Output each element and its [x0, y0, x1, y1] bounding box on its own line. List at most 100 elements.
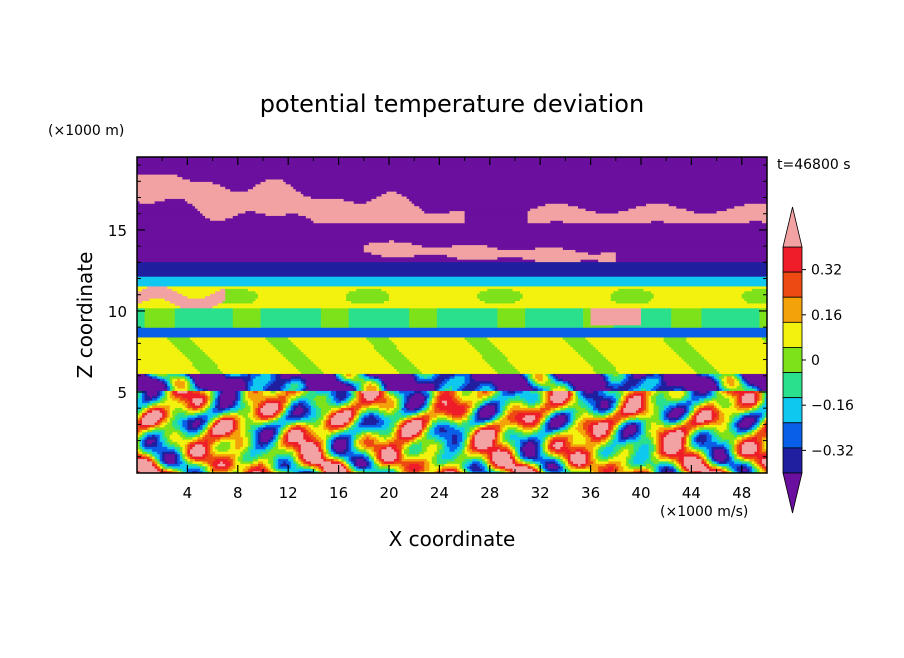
- contour-cell: [759, 400, 763, 404]
- contour-cell: [356, 409, 360, 413]
- contour-cell: [341, 431, 357, 435]
- contour-cell: [618, 402, 622, 406]
- contour-cell: [681, 387, 687, 391]
- contour-cell: [305, 426, 312, 430]
- contour-cell: [144, 434, 148, 438]
- contour-cell: [310, 468, 314, 472]
- contour-cell: [285, 412, 289, 416]
- contour-cell: [212, 417, 216, 421]
- contour-cell: [625, 460, 629, 464]
- contour-cell: [741, 383, 745, 387]
- contour-cell: [711, 453, 715, 457]
- contour-cell: [535, 453, 539, 457]
- contour-cell: [683, 417, 687, 421]
- contour-cell: [555, 383, 566, 387]
- contour-cell: [220, 392, 236, 396]
- contour-cell: [411, 434, 418, 438]
- contour-cell: [137, 395, 141, 399]
- contour-cell: [439, 407, 466, 411]
- contour-cell: [656, 448, 660, 452]
- contour-cell: [633, 458, 647, 462]
- contour-cell: [600, 402, 609, 406]
- contour-cell: [731, 470, 735, 473]
- contour-cell: [361, 417, 365, 421]
- contour-cell: [482, 404, 486, 408]
- contour-cell: [547, 414, 551, 418]
- contour-cell: [565, 339, 589, 343]
- contour-cell: [439, 373, 456, 377]
- contour-cell: [615, 429, 619, 433]
- contour-cell: [565, 407, 577, 411]
- contour-cell: [353, 419, 357, 423]
- contour-cell: [217, 463, 226, 467]
- contour-cell: [250, 451, 262, 455]
- contour-cell: [570, 383, 574, 387]
- contour-cell: [756, 468, 761, 472]
- contour-cell: [230, 460, 234, 464]
- contour-cell: [567, 426, 572, 430]
- contour-cell: [356, 443, 362, 447]
- contour-cell: [142, 453, 148, 457]
- contour-cell: [137, 463, 153, 467]
- contour-cell: [225, 431, 231, 435]
- contour-cell: [137, 380, 163, 384]
- contour-cell: [270, 470, 274, 473]
- contour-cell: [361, 436, 367, 440]
- contour-cell: [628, 387, 635, 391]
- contour-cell: [613, 363, 690, 367]
- contour-cell: [678, 463, 682, 467]
- contour-cell: [545, 417, 549, 421]
- contour-cell: [547, 392, 551, 396]
- contour-cell: [515, 455, 519, 460]
- contour-cell: [353, 412, 357, 416]
- contour-cell: [295, 421, 307, 425]
- contour-cell: [608, 455, 614, 460]
- contour-cell: [567, 341, 592, 345]
- contour-cell: [396, 426, 400, 430]
- contour-cell: [184, 426, 188, 430]
- contour-cell: [537, 424, 541, 428]
- contour-cell: [406, 470, 420, 473]
- contour-cell: [572, 397, 577, 401]
- contour-cell: [701, 448, 705, 452]
- contour-cell: [477, 417, 491, 421]
- contour-cell: [232, 307, 262, 311]
- contour-cell: [522, 431, 534, 435]
- contour-cell: [237, 392, 241, 396]
- contour-cell: [394, 434, 398, 438]
- contour-cell: [137, 441, 141, 445]
- contour-cell: [313, 424, 320, 428]
- contour-cell: [515, 453, 519, 457]
- contour-cell: [628, 375, 635, 379]
- contour-cell: [157, 455, 161, 460]
- contour-cell: [734, 402, 738, 406]
- contour-cell: [444, 443, 448, 447]
- contour-cell: [502, 404, 506, 408]
- contour-cell: [681, 460, 685, 464]
- contour-cell: [177, 451, 181, 455]
- contour-cell: [610, 409, 614, 413]
- contour-cell: [756, 429, 761, 433]
- contour-cell: [512, 443, 516, 447]
- contour-cell: [333, 429, 340, 433]
- contour-cell: [504, 424, 519, 428]
- contour-cell: [270, 421, 287, 425]
- contour-cell: [399, 465, 405, 469]
- contour-cell: [137, 332, 767, 336]
- contour-cell: [310, 470, 314, 473]
- contour-cell: [320, 453, 325, 457]
- contour-cell: [706, 455, 710, 460]
- contour-cell: [179, 470, 183, 473]
- contour-cell: [172, 390, 178, 394]
- contour-cell: [436, 455, 443, 460]
- contour-cell: [462, 387, 476, 391]
- contour-cell: [205, 402, 209, 406]
- contour-cell: [688, 436, 692, 440]
- contour-cell: [273, 465, 277, 469]
- contour-cell: [386, 400, 395, 404]
- contour-cell: [520, 458, 524, 462]
- contour-cell: [434, 426, 440, 430]
- contour-cell: [184, 446, 188, 450]
- contour-cell: [278, 404, 282, 408]
- contour-cell: [492, 395, 498, 399]
